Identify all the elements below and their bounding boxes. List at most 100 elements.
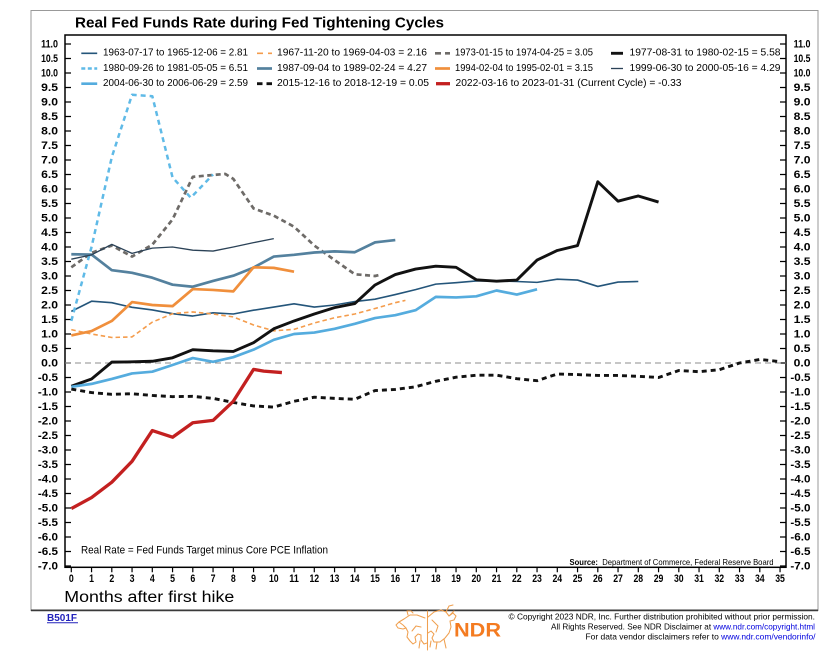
svg-text:1.5: 1.5 — [41, 314, 58, 326]
svg-text:-1.0: -1.0 — [38, 387, 58, 399]
svg-text:0.0: 0.0 — [794, 358, 811, 370]
svg-text:9.5: 9.5 — [794, 82, 811, 94]
svg-text:29: 29 — [654, 573, 664, 585]
svg-text:1: 1 — [89, 573, 94, 585]
svg-text:2022-03-16 to 2023-01-31 (Curr: 2022-03-16 to 2023-01-31 (Current Cycle)… — [456, 78, 682, 89]
svg-text:2.5: 2.5 — [41, 285, 58, 297]
svg-text:3.0: 3.0 — [41, 271, 58, 283]
svg-text:1980-09-26 to 1981-05-05 = 6.5: 1980-09-26 to 1981-05-05 = 6.51 — [103, 63, 248, 74]
svg-text:4.0: 4.0 — [41, 242, 58, 254]
svg-text:-6.0: -6.0 — [790, 532, 810, 544]
svg-text:32: 32 — [714, 573, 724, 585]
svg-text:Months after first hike: Months after first hike — [64, 589, 234, 606]
svg-text:6.5: 6.5 — [41, 169, 58, 181]
svg-text:14: 14 — [350, 573, 360, 585]
svg-text:1963-07-17 to 1965-12-06 = 2.8: 1963-07-17 to 1965-12-06 = 2.81 — [103, 48, 248, 59]
svg-text:-7.0: -7.0 — [38, 561, 58, 573]
svg-text:-5.0: -5.0 — [38, 503, 58, 515]
svg-text:-7.0: -7.0 — [790, 561, 810, 573]
svg-text:7.5: 7.5 — [41, 140, 58, 152]
svg-text:All Rights Reserved. See NDR D: All Rights Reserved. See NDR Disclaimer … — [551, 623, 815, 632]
svg-text:NDR: NDR — [454, 621, 501, 642]
svg-text:7.0: 7.0 — [41, 155, 58, 167]
svg-text:3.5: 3.5 — [41, 256, 58, 268]
svg-text:23: 23 — [532, 573, 542, 585]
svg-text:5: 5 — [170, 573, 175, 585]
svg-text:-5.0: -5.0 — [790, 503, 810, 515]
svg-text:-4.0: -4.0 — [790, 474, 810, 486]
svg-text:1967-11-20 to 1969-04-03 = 2.1: 1967-11-20 to 1969-04-03 = 2.16 — [277, 48, 427, 59]
svg-text:10.0: 10.0 — [41, 68, 58, 80]
svg-text:9.5: 9.5 — [41, 82, 58, 94]
svg-text:27: 27 — [613, 573, 623, 585]
svg-text:-3.5: -3.5 — [790, 459, 810, 471]
svg-text:© Copyright 2023 NDR, Inc. Fur: © Copyright 2023 NDR, Inc. Further distr… — [509, 613, 816, 622]
svg-text:10: 10 — [269, 573, 279, 585]
svg-text:21: 21 — [492, 573, 502, 585]
svg-text:9.0: 9.0 — [794, 97, 811, 109]
svg-text:11: 11 — [289, 573, 299, 585]
svg-text:1994-02-04 to 1995-02-01 = 3.1: 1994-02-04 to 1995-02-01 = 3.15 — [455, 63, 593, 74]
svg-text:16: 16 — [390, 573, 400, 585]
svg-text:1987-09-04 to 1989-02-24 = 4.2: 1987-09-04 to 1989-02-24 = 4.27 — [277, 63, 427, 74]
svg-text:1999-06-30 to 2000-05-16 = 4.2: 1999-06-30 to 2000-05-16 = 4.29 — [630, 63, 781, 74]
svg-text:11.0: 11.0 — [41, 39, 58, 51]
svg-text:15: 15 — [370, 573, 380, 585]
svg-text:9: 9 — [251, 573, 256, 585]
svg-text:-6.5: -6.5 — [38, 546, 58, 558]
svg-text:-3.5: -3.5 — [38, 459, 58, 471]
svg-text:34: 34 — [755, 573, 765, 585]
svg-text:28: 28 — [633, 573, 643, 585]
svg-text:3.5: 3.5 — [794, 256, 811, 268]
svg-text:1977-08-31 to 1980-02-15 = 5.5: 1977-08-31 to 1980-02-15 = 5.58 — [630, 48, 781, 59]
svg-text:5.0: 5.0 — [41, 213, 58, 225]
svg-text:35: 35 — [775, 573, 785, 585]
svg-text:3.0: 3.0 — [794, 271, 811, 283]
svg-text:-1.0: -1.0 — [790, 387, 810, 399]
svg-text:-2.5: -2.5 — [38, 430, 58, 442]
svg-text:3: 3 — [130, 573, 135, 585]
svg-text:8.0: 8.0 — [794, 126, 811, 138]
svg-text:11.0: 11.0 — [794, 39, 811, 51]
svg-text:-2.5: -2.5 — [790, 430, 810, 442]
svg-text:1.5: 1.5 — [794, 314, 811, 326]
svg-text:B501F: B501F — [47, 613, 77, 624]
svg-text:0: 0 — [69, 573, 74, 585]
svg-text:6.0: 6.0 — [794, 184, 811, 196]
svg-text:For data vendor disclaimers re: For data vendor disclaimers refer to www… — [586, 633, 817, 642]
svg-text:-3.0: -3.0 — [790, 445, 810, 457]
svg-text:-0.5: -0.5 — [38, 372, 58, 384]
svg-text:31: 31 — [694, 573, 704, 585]
svg-text:-2.0: -2.0 — [38, 416, 58, 428]
svg-text:5.5: 5.5 — [41, 198, 58, 210]
svg-text:26: 26 — [593, 573, 603, 585]
svg-text:6.5: 6.5 — [794, 169, 811, 181]
svg-text:10.0: 10.0 — [794, 68, 811, 80]
svg-text:19: 19 — [451, 573, 461, 585]
svg-text:33: 33 — [735, 573, 745, 585]
svg-text:2.0: 2.0 — [794, 300, 811, 312]
svg-text:-6.5: -6.5 — [790, 546, 810, 558]
svg-text:0.5: 0.5 — [794, 343, 811, 355]
svg-text:9.0: 9.0 — [41, 97, 58, 109]
svg-text:-4.5: -4.5 — [790, 488, 810, 500]
svg-text:-5.5: -5.5 — [38, 517, 58, 529]
svg-text:-1.5: -1.5 — [38, 401, 58, 413]
svg-text:-2.0: -2.0 — [790, 416, 810, 428]
svg-text:7.0: 7.0 — [794, 155, 811, 167]
svg-text:-4.0: -4.0 — [38, 474, 58, 486]
svg-text:10.5: 10.5 — [794, 53, 811, 65]
svg-text:4.0: 4.0 — [794, 242, 811, 254]
svg-text:6: 6 — [190, 573, 195, 585]
svg-text:12: 12 — [309, 573, 319, 585]
svg-text:30: 30 — [674, 573, 684, 585]
svg-text:7.5: 7.5 — [794, 140, 811, 152]
svg-text:-5.5: -5.5 — [790, 517, 810, 529]
svg-text:10.5: 10.5 — [41, 53, 58, 65]
svg-text:5.0: 5.0 — [794, 213, 811, 225]
svg-text:2: 2 — [109, 573, 114, 585]
svg-text:5.5: 5.5 — [794, 198, 811, 210]
svg-text:1.0: 1.0 — [794, 329, 811, 341]
svg-text:13: 13 — [330, 573, 340, 585]
svg-text:24: 24 — [552, 573, 562, 585]
